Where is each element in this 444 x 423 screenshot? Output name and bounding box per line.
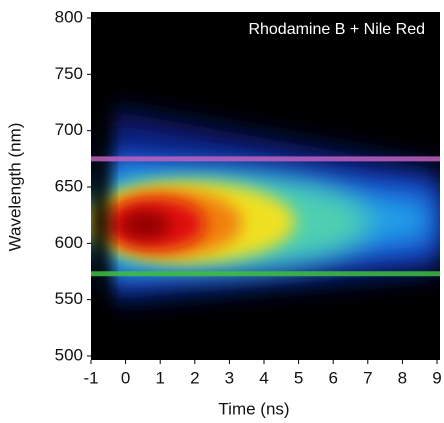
x-tick-label: 6	[328, 368, 337, 387]
y-tick-label: 800	[55, 7, 83, 26]
y-tick-label: 600	[55, 233, 83, 252]
y-tick-label: 500	[55, 345, 83, 364]
x-tick-label: 1	[155, 368, 164, 387]
annotation: Rhodamine B + Nile Red	[248, 21, 425, 38]
x-tick-label: 0	[121, 368, 130, 387]
y-tick-label: 650	[55, 176, 83, 195]
x-tick-label: 9	[432, 368, 441, 387]
x-tick-label: 3	[225, 368, 234, 387]
y-axis-label: Wavelength (nm)	[5, 123, 24, 252]
x-tick-label: 4	[259, 368, 268, 387]
x-tick-label: 7	[363, 368, 372, 387]
y-tick-label: 550	[55, 289, 83, 308]
y-tick-label: 750	[55, 64, 83, 83]
x-tick-label: 5	[294, 368, 303, 387]
x-axis-label: Time (ns)	[218, 399, 289, 418]
y-tick-label: 700	[55, 120, 83, 139]
x-tick-label: -1	[83, 368, 98, 387]
x-tick-label: 2	[190, 368, 199, 387]
x-tick-label: 8	[398, 368, 407, 387]
